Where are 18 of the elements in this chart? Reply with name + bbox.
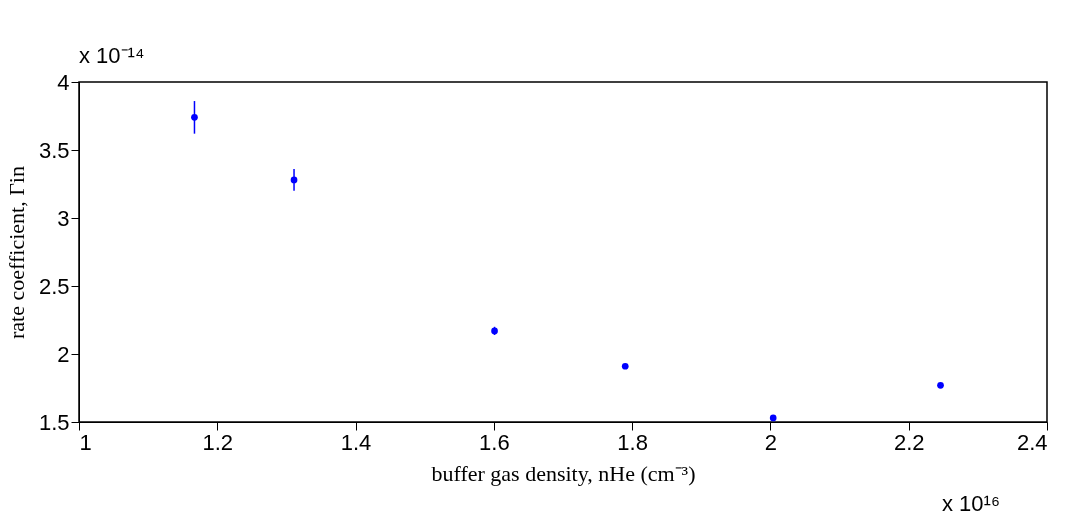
text: x 10⁻¹⁴ bbox=[79, 43, 145, 68]
x-tick-label: 2 bbox=[764, 429, 778, 455]
y-tick-label: 3 bbox=[57, 205, 70, 231]
y-tick-label: 4 bbox=[57, 69, 70, 95]
x-tick-label: 1.2 bbox=[202, 429, 234, 455]
x-axis-title: buffer gas density, nHe (cm⁻³) bbox=[431, 460, 696, 486]
x-tick-label: 1.4 bbox=[340, 429, 372, 455]
x-tick-label: 2.2 bbox=[893, 429, 925, 455]
text: x 10¹⁶ bbox=[942, 491, 1000, 514]
x-tick-label: 1.8 bbox=[617, 429, 648, 455]
y-tick-label: 2 bbox=[57, 341, 70, 367]
x-tick-label: 2.4 bbox=[1016, 429, 1048, 455]
y-tick-label: 3.5 bbox=[38, 137, 70, 163]
x-tick-label: 1.6 bbox=[479, 429, 510, 455]
y-tick-label: 2.5 bbox=[38, 273, 70, 299]
y-tick-label: 1.5 bbox=[38, 409, 70, 435]
x-tick-label: 1 bbox=[79, 429, 92, 455]
y-axis-title: rate coefficient, Γin bbox=[3, 166, 29, 339]
